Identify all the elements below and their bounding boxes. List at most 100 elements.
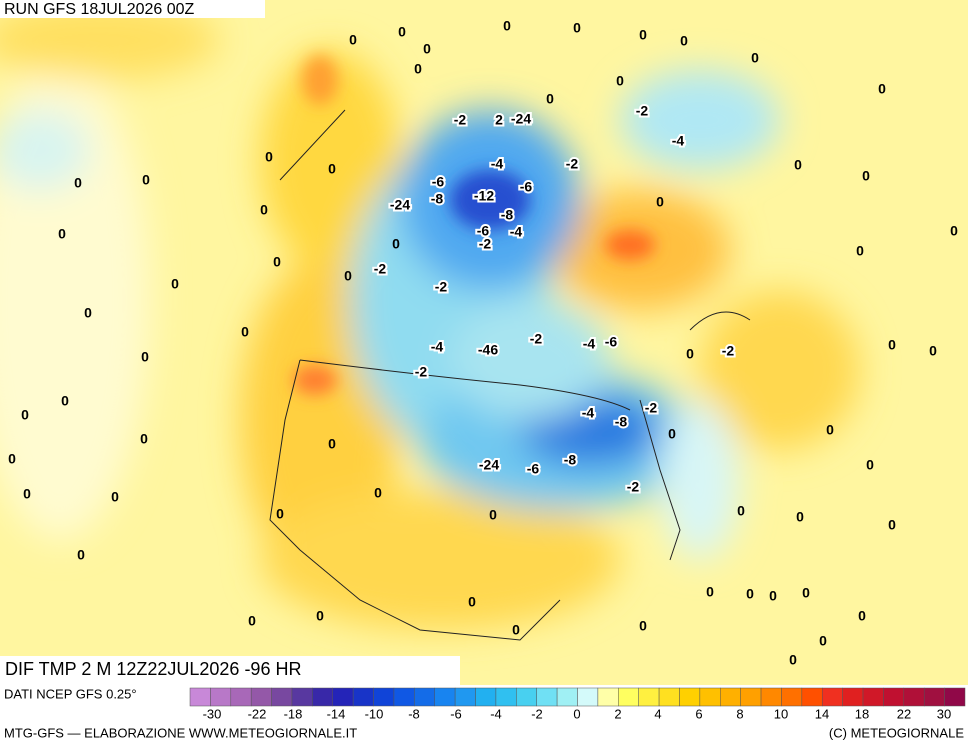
colorbar-swatch xyxy=(516,687,537,707)
colorbar-swatch xyxy=(781,687,803,707)
colorbar-swatch xyxy=(760,687,782,707)
colorbar-tick-label: 22 xyxy=(897,706,911,721)
contour-label: 0 xyxy=(862,168,870,184)
contour-label: -6 xyxy=(432,174,445,190)
contour-label: 0 xyxy=(171,276,179,292)
contour-label: 0 xyxy=(888,337,896,353)
colorbar-swatch xyxy=(638,687,660,707)
source-label: DATI NCEP GFS 0.25° xyxy=(4,686,137,701)
contour-label: 0 xyxy=(142,172,150,188)
colorbar-swatch xyxy=(679,687,701,707)
colorbar-swatch xyxy=(291,687,313,707)
colorbar-tick-label: 8 xyxy=(736,706,743,721)
contour-label: -2 xyxy=(627,479,640,495)
contour-label: 0 xyxy=(802,585,810,601)
contour-label: 0 xyxy=(668,426,676,442)
contour-label: 0 xyxy=(950,223,958,239)
contour-label: 0 xyxy=(489,507,497,523)
colorbar-swatch xyxy=(271,687,293,707)
contour-label: -46 xyxy=(478,342,498,358)
colorbar-swatch xyxy=(658,687,680,707)
colorbar-tick-label: 6 xyxy=(695,706,702,721)
contour-label: 0 xyxy=(794,157,802,173)
colorbar-tick-label: 14 xyxy=(815,706,829,721)
contour-label: -2 xyxy=(722,343,735,359)
colorbar-swatch xyxy=(495,687,517,707)
colorbar-swatch xyxy=(352,687,374,707)
contour-label: 0 xyxy=(23,486,31,502)
colorbar-swatch xyxy=(740,687,762,707)
colorbar-swatch xyxy=(720,687,741,707)
contour-label: -8 xyxy=(564,452,577,468)
contour-label: 0 xyxy=(616,73,624,89)
contour-label: 0 xyxy=(21,407,29,423)
map-field xyxy=(0,0,968,685)
contour-label: -2 xyxy=(645,400,658,416)
contour-label: -24 xyxy=(479,457,499,473)
colorbar-swatch xyxy=(862,687,884,707)
footer-right: (C) METEOGIORNALE xyxy=(829,725,964,740)
contour-label: 0 xyxy=(468,594,476,610)
contour-label: 0 xyxy=(260,202,268,218)
colorbar-swatch xyxy=(903,687,925,707)
contour-label: 0 xyxy=(503,18,511,34)
colorbar-tick-label: -30 xyxy=(203,706,222,721)
colorbar-swatch xyxy=(536,687,558,707)
colorbar-tick-label: 10 xyxy=(774,706,788,721)
contour-label: 0 xyxy=(414,61,422,77)
contour-label: -2 xyxy=(636,103,649,119)
colorbar-swatch xyxy=(556,687,578,707)
contour-label: 0 xyxy=(61,393,69,409)
contour-label: 0 xyxy=(858,608,866,624)
contour-label: 0 xyxy=(349,32,357,48)
colorbar-swatch xyxy=(393,687,415,707)
colorbar-swatch xyxy=(312,687,334,707)
contour-label: 0 xyxy=(265,149,273,165)
contour-label: 0 xyxy=(241,324,249,340)
contour-label: -2 xyxy=(479,236,492,252)
contour-label: 0 xyxy=(866,457,874,473)
colorbar-swatch xyxy=(801,687,823,707)
map-subtitle: DIF TMP 2 M 12Z22JUL2026 -96 HR xyxy=(5,659,301,679)
contour-label: 0 xyxy=(273,254,281,270)
colorbar-tick-label: -8 xyxy=(408,706,420,721)
contour-label: -4 xyxy=(582,405,595,421)
contour-label: 0 xyxy=(737,503,745,519)
colorbar-tick-label: -6 xyxy=(450,706,462,721)
colorbar-swatch xyxy=(373,687,395,707)
title-box xyxy=(0,0,265,18)
contour-label: -24 xyxy=(390,197,410,213)
contour-label: -2 xyxy=(374,261,387,277)
colorbar-tick-label: -2 xyxy=(531,706,543,721)
contour-label: -4 xyxy=(491,156,504,172)
contour-label: 0 xyxy=(8,451,16,467)
contour-label: 0 xyxy=(796,509,804,525)
contour-label: 0 xyxy=(686,346,694,362)
contour-label: 0 xyxy=(656,194,664,210)
contour-label: -2 xyxy=(566,156,579,172)
contour-label: 0 xyxy=(141,349,149,365)
contour-label: 0 xyxy=(77,547,85,563)
contour-label: 0 xyxy=(111,489,119,505)
contour-label: 0 xyxy=(84,305,92,321)
contour-label: 0 xyxy=(423,41,431,57)
footer-left: MTG-GFS — ELABORAZIONE WWW.METEOGIORNALE… xyxy=(4,725,357,740)
contour-label: 0 xyxy=(512,622,520,638)
contour-label: 0 xyxy=(639,27,647,43)
colorbar-tick-label: -4 xyxy=(490,706,502,721)
colorbar-tick-label: 4 xyxy=(654,706,661,721)
contour-label: 0 xyxy=(546,91,554,107)
colorbar-swatch xyxy=(944,687,966,707)
colorbar-tick-label: -14 xyxy=(327,706,346,721)
contour-label: -2 xyxy=(530,331,543,347)
contour-label: 0 xyxy=(392,236,400,252)
colorbar-tick-label: -18 xyxy=(284,706,303,721)
contour-label: -4 xyxy=(431,339,444,355)
contour-label: -6 xyxy=(605,334,618,350)
contour-label: 0 xyxy=(248,613,256,629)
colorbar-swatch xyxy=(618,687,639,707)
contour-label: 0 xyxy=(316,608,324,624)
run-title: RUN GFS 18JUL2026 00Z xyxy=(4,1,195,18)
